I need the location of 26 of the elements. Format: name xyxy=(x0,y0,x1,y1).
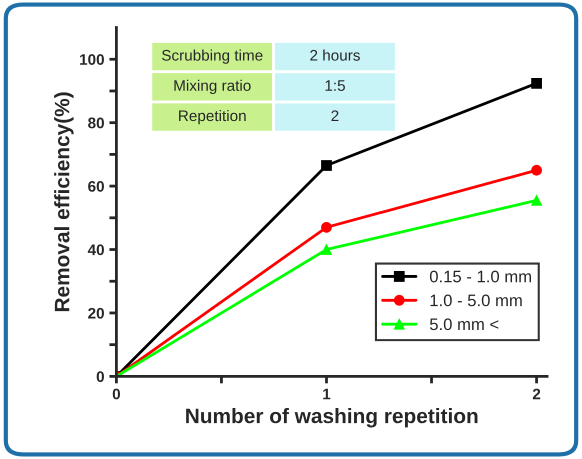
point xyxy=(531,194,542,206)
y-tick-label: 20 xyxy=(88,308,104,319)
x-tick-label: 2 xyxy=(532,388,540,400)
y-tick-label: 100 xyxy=(80,54,104,65)
point xyxy=(321,222,332,233)
x-axis-title: Number of washing repetition xyxy=(186,408,478,428)
y-axis-title: Removal efficiency(%) xyxy=(54,92,74,312)
y-tick-label: 60 xyxy=(88,180,104,192)
x-tick-label: 1 xyxy=(323,388,330,400)
point xyxy=(531,78,542,89)
legend-label: 0.15 - 1.0 mm xyxy=(430,270,531,282)
y-tick-label: 0 xyxy=(96,371,104,382)
y-tick-label: 40 xyxy=(88,244,104,256)
y-tick-label: 80 xyxy=(88,118,104,128)
annotation: Scrubbing time xyxy=(162,49,262,64)
x-tick-label: 0 xyxy=(112,388,120,400)
annotation: 2 xyxy=(331,110,338,122)
point xyxy=(321,160,332,171)
legend-label: 1.0 - 5.0 mm xyxy=(430,294,522,306)
point xyxy=(531,164,542,176)
annotation: Mixing ratio xyxy=(174,80,251,94)
legend-label: 5.0 mm < xyxy=(430,318,498,330)
annotation: 2 hours xyxy=(310,49,360,61)
annotation: Repetition xyxy=(179,110,246,124)
point xyxy=(321,244,332,255)
annotation: 1:5 xyxy=(326,80,345,91)
